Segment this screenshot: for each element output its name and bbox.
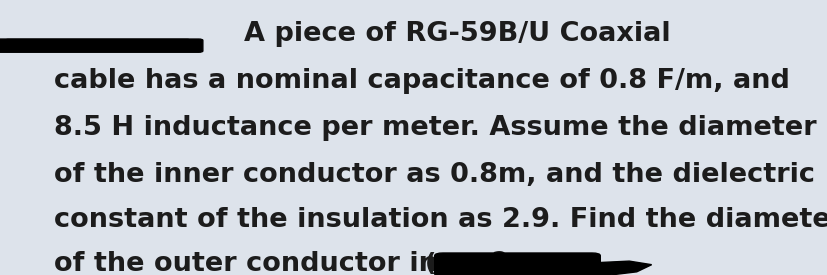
Text: cable has a nominal capacitance of 0.8 F/m, and: cable has a nominal capacitance of 0.8 F… [54,68,789,94]
Text: constant of the insulation as 2.9. Find the diameter: constant of the insulation as 2.9. Find … [54,207,827,233]
Ellipse shape [1,40,16,51]
FancyBboxPatch shape [434,253,600,275]
Text: A piece of RG-59B/U Coaxial: A piece of RG-59B/U Coaxial [244,21,670,47]
Text: of the inner conductor as 0.8m, and the dielectric: of the inner conductor as 0.8m, and the … [54,162,814,188]
Text: (: ( [424,252,436,275]
Text: 8.5 H inductance per meter. Assume the diameter: 8.5 H inductance per meter. Assume the d… [54,115,815,141]
Text: of the outer conductor in cm?: of the outer conductor in cm? [54,251,507,275]
Polygon shape [547,261,651,275]
FancyBboxPatch shape [6,39,189,44]
FancyBboxPatch shape [0,39,203,52]
